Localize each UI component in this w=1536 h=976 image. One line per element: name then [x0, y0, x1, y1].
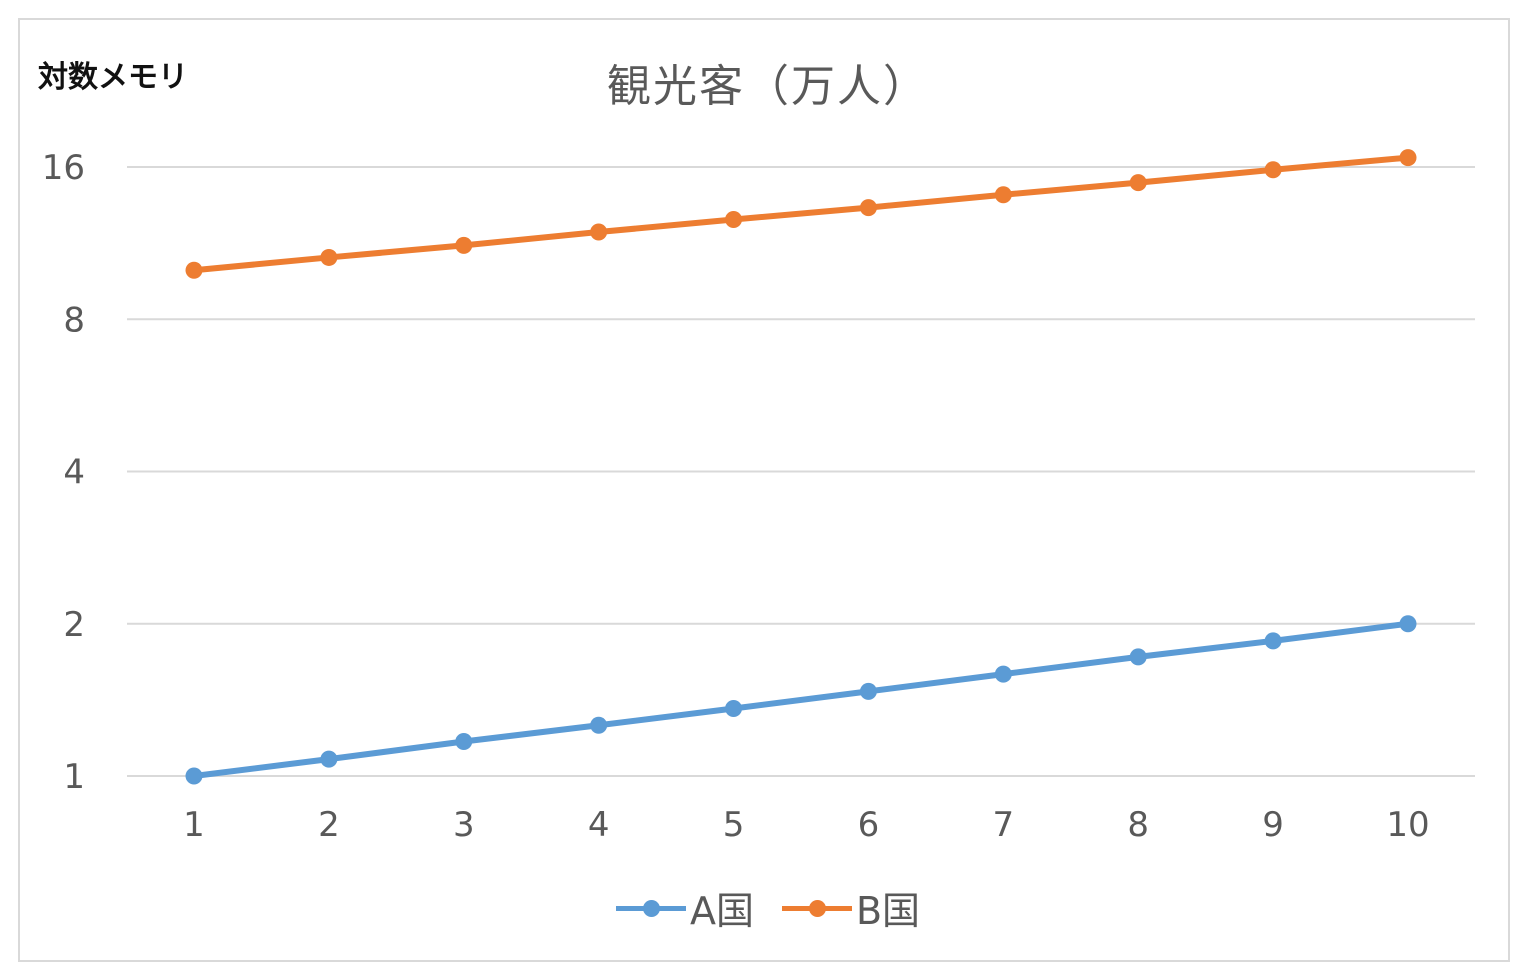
y-tick-label-4: 4 [63, 453, 85, 493]
series-b-point-2 [320, 248, 338, 266]
x-tick-label-3: 3 [453, 805, 475, 845]
legend-swatch-a [615, 888, 686, 928]
series-b-point-7 [994, 186, 1012, 204]
series-a [185, 615, 1417, 785]
x-tick-label-7: 7 [993, 805, 1015, 845]
y-tick-label-2: 2 [63, 605, 85, 645]
series-a-point-6 [859, 682, 877, 700]
series-a-line [191, 620, 1411, 779]
series-a-point-2 [320, 750, 338, 768]
series-b-point-10 [1399, 149, 1417, 167]
x-tick-label-10: 10 [1386, 805, 1429, 845]
legend: A国 B国 [0, 880, 1536, 935]
series-b-point-5 [725, 210, 743, 228]
x-tick-label-4: 4 [588, 805, 610, 845]
legend-label-b: B国 [855, 889, 921, 933]
y-tick-label-1: 1 [63, 757, 85, 797]
axis-scale-note: 対数メモリ [38, 60, 188, 95]
series-a-point-3 [455, 733, 473, 751]
series-b-point-4 [590, 223, 608, 241]
series-a-point-7 [994, 665, 1012, 683]
series-b-point-3 [455, 236, 473, 254]
y-tick-label-16: 16 [42, 148, 85, 188]
y-tick-label-8: 8 [63, 300, 85, 340]
series-b-point-9 [1264, 161, 1282, 179]
series-a-point-8 [1129, 648, 1147, 666]
gridlines [127, 166, 1475, 777]
legend-swatch-b [781, 888, 852, 928]
series-b-point-1 [185, 261, 203, 279]
series-b [185, 149, 1417, 279]
series-layer [185, 149, 1417, 785]
x-tick-label-9: 9 [1262, 805, 1284, 845]
chart-title: 観光客（万人） [607, 61, 929, 112]
series-a-point-4 [590, 716, 608, 734]
x-axis-ticks: 1 2 3 4 5 6 7 8 9 10 [183, 805, 1429, 845]
x-tick-label-8: 8 [1127, 805, 1149, 845]
legend-item-b: B国 [781, 880, 921, 935]
x-tick-label-6: 6 [858, 805, 880, 845]
series-b-point-6 [859, 199, 877, 217]
legend-item-a: A国 [615, 880, 754, 935]
legend-label-a: A国 [689, 889, 754, 933]
x-tick-label-5: 5 [723, 805, 745, 845]
series-b-line [191, 154, 1411, 274]
series-a-point-5 [725, 699, 743, 717]
chart-frame [18, 18, 1510, 962]
series-b-point-8 [1129, 174, 1147, 192]
y-axis-ticks: 1 2 4 8 16 [42, 148, 85, 797]
x-tick-label-2: 2 [318, 805, 340, 845]
series-a-point-9 [1264, 632, 1282, 650]
series-a-point-1 [185, 767, 203, 785]
x-tick-label-1: 1 [183, 805, 205, 845]
series-a-point-10 [1399, 615, 1417, 633]
